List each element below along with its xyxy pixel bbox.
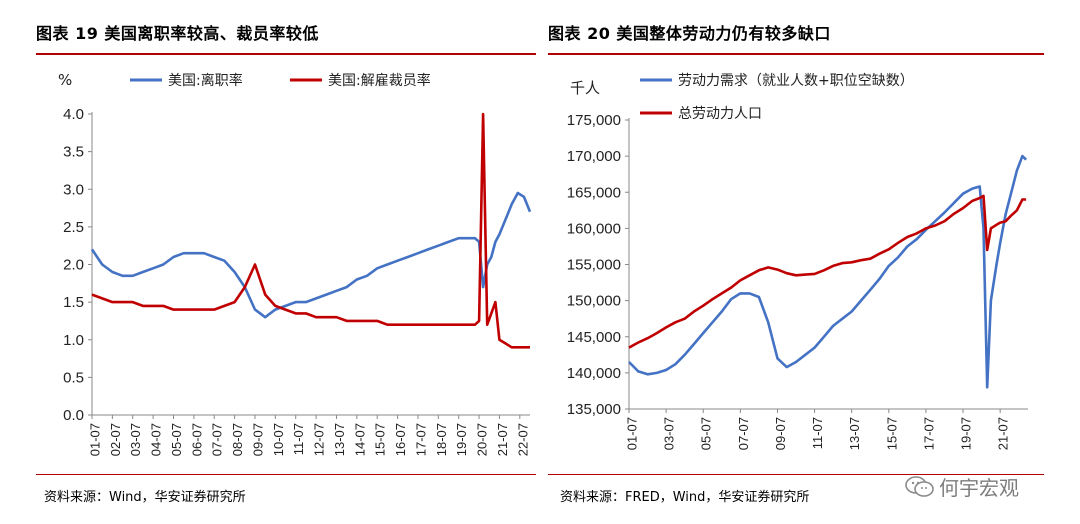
chart1-y-tick-label: 2.0 (63, 257, 84, 274)
chart2-y-tick-label: 155,000 (567, 257, 621, 274)
left-title-rule (36, 53, 536, 55)
chart2-y-tick-label: 165,000 (567, 184, 621, 201)
chart1-x-tick-label: 16-07 (393, 423, 408, 456)
right-source-note: 资料来源：FRED，Wind，华安证券研究所 (560, 490, 810, 505)
chart2-series-line-1 (628, 154, 1028, 389)
left-bottom-rule (36, 474, 536, 475)
chart2-y-axis-label: 千人 (570, 79, 600, 97)
chart1-x-tick-label: 18-07 (434, 423, 449, 456)
chart1-x-tick-label: 22-07 (515, 423, 530, 456)
chart1-x-tick-label: 08-07 (230, 423, 245, 456)
chart1-x-tick-label: 13-07 (332, 423, 347, 456)
right-chart-title: 图表 20 美国整体劳动力仍有较多缺口 (548, 24, 831, 43)
chart1-y-tick-label: 2.5 (63, 219, 84, 236)
chart1-x-tick-label: 09-07 (250, 423, 265, 456)
chart1-y-tick-label: 0.5 (63, 369, 84, 386)
right-title-rule (548, 53, 1044, 55)
chart1-x-tick-label: 02-07 (108, 423, 123, 456)
chart2-x-tick-label: 01-07 (624, 417, 639, 450)
chart1-x-tick-label: 14-07 (352, 423, 367, 456)
right-bottom-rule (548, 474, 1044, 475)
chart2-series-line-2 (628, 194, 1027, 349)
left-source-note: 资料来源：Wind，华安证券研究所 (44, 490, 246, 505)
chart1-series-line-1 (90, 191, 532, 319)
watermark-text: 何宇宏观 (939, 476, 1019, 500)
chart2-x-tick-label: 07-07 (736, 417, 751, 450)
chart2-x-tick-label: 03-07 (662, 417, 677, 450)
chart2-y-tick-label: 145,000 (567, 329, 621, 346)
chart2-x-tick-label: 19-07 (958, 417, 973, 450)
chart1-y-tick-label: 1.5 (63, 294, 84, 311)
chart1-x-tick-label: 05-07 (169, 423, 184, 456)
chart1-y-tick-label: 1.0 (63, 332, 84, 349)
chart1-x-tick-label: 12-07 (312, 423, 327, 456)
chart1-y-tick-label: 0.0 (63, 407, 84, 424)
chart2-x-tick-label: 17-07 (921, 417, 936, 450)
chart2-x-tick-label: 13-07 (847, 417, 862, 450)
chart1-x-tick-label: 01-07 (87, 423, 102, 456)
chart2-y-tick-label: 150,000 (567, 293, 621, 310)
chart1-x-tick-label: 17-07 (413, 423, 428, 456)
chart1-x-tick-label: 15-07 (373, 423, 388, 456)
chart1-x-tick-label: 06-07 (189, 423, 204, 456)
chart1-y-tick-label: 4.0 (63, 106, 84, 123)
chart2-x-tick-label: 15-07 (884, 417, 899, 450)
chart1-x-tick-label: 07-07 (210, 423, 225, 456)
chart2-y-tick-label: 160,000 (567, 220, 621, 237)
chart2-y-tick-label: 135,000 (567, 401, 621, 418)
chart1-x-tick-label: 21-07 (495, 423, 510, 456)
chart1-x-tick-label: 20-07 (475, 423, 490, 456)
chart1-series-line-2 (91, 112, 530, 349)
chart1-y-tick-label: 3.0 (63, 181, 84, 198)
chart2-legend-label-2: 总劳动力人口 (678, 106, 762, 122)
chart2-y-tick-label: 170,000 (567, 148, 621, 165)
chart2-y-tick-label: 175,000 (567, 112, 621, 129)
chart2-x-tick-label: 21-07 (996, 417, 1011, 450)
chart2-legend-label-1: 劳动力需求（就业人数+职位空缺数） (678, 73, 914, 89)
chart1-x-tick-label: 04-07 (149, 423, 164, 456)
left-chart-title: 图表 19 美国离职率较高、裁员率较低 (36, 24, 319, 43)
chart1-x-tick-label: 03-07 (128, 423, 143, 456)
chart2-x-tick-label: 09-07 (773, 417, 788, 450)
chart1-y-tick-label: 3.5 (63, 144, 84, 161)
chart1-x-tick-label: 11-07 (291, 423, 306, 455)
chart2-x-tick-label: 05-07 (699, 417, 714, 450)
chart2-x-tick-label: 11-07 (810, 417, 825, 449)
chart1-legend-label-1: 美国:离职率 (168, 72, 243, 89)
chart2-y-tick-label: 140,000 (567, 365, 621, 382)
chart1-x-tick-label: 19-07 (454, 423, 469, 456)
wechat-icon (905, 476, 934, 497)
chart1-x-tick-label: 10-07 (271, 423, 286, 456)
chart1-legend-label-2: 美国:解雇裁员率 (328, 72, 431, 89)
chart1-y-axis-label: % (58, 71, 72, 89)
